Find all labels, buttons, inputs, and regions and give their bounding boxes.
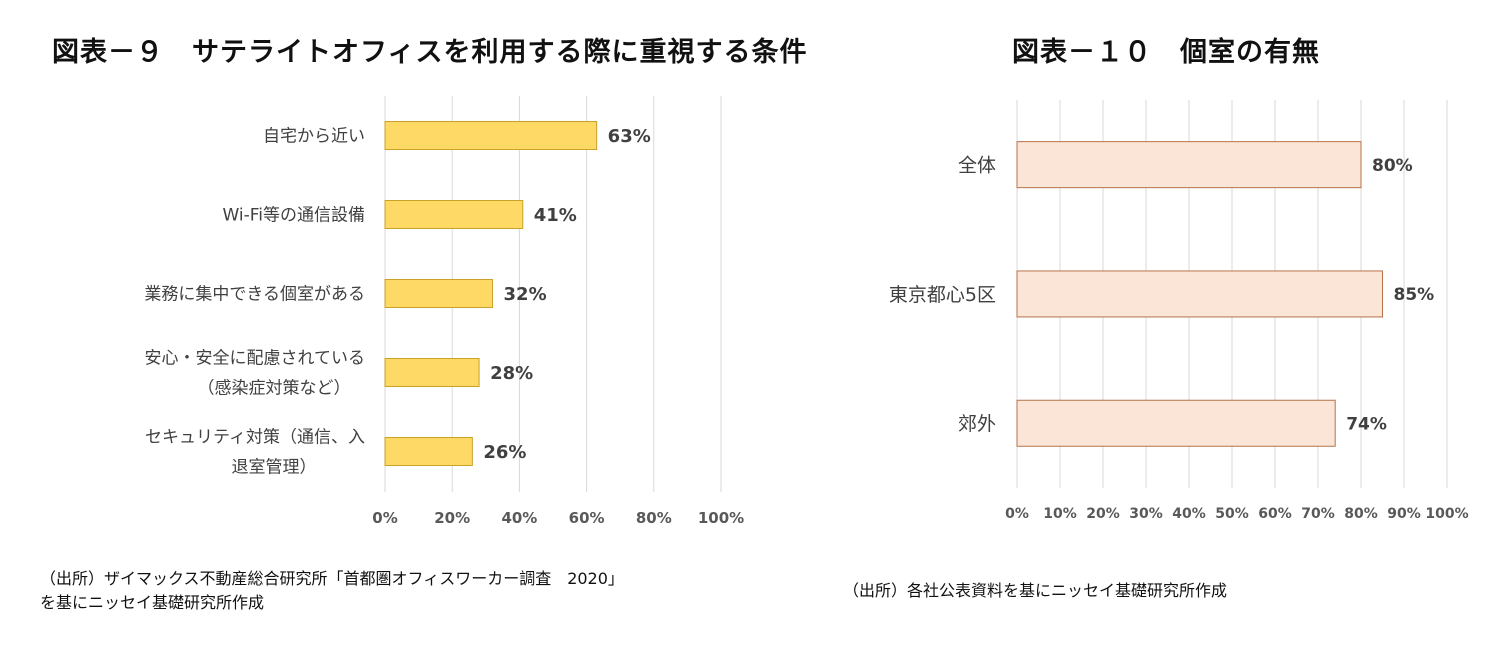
data-label: 32% — [504, 284, 547, 305]
category-label: 退室管理） — [232, 458, 317, 478]
bar — [384, 200, 524, 229]
x-tick-label: 30% — [1129, 506, 1163, 522]
x-tick-label: 80% — [1344, 506, 1378, 522]
chart-title-right: 図表－１０ 個室の有無 — [1012, 37, 1320, 68]
category-label: 自宅から近い — [263, 127, 365, 147]
x-tick-label: 60% — [1258, 506, 1292, 522]
bar — [384, 437, 473, 466]
x-tick-label: 20% — [1086, 506, 1120, 522]
bar — [384, 121, 598, 150]
category-label: 郊外 — [958, 413, 996, 435]
category-label: 安心・安全に配慮されている — [145, 349, 366, 369]
chart-title-left: 図表－９ サテライトオフィスを利用する際に重視する条件 — [52, 37, 808, 68]
x-tick-label: 60% — [569, 509, 605, 527]
category-label: （感染症対策など） — [198, 379, 351, 399]
data-label: 26% — [483, 442, 526, 463]
x-tick-label: 90% — [1387, 506, 1421, 522]
x-tick-label: 80% — [636, 509, 672, 527]
bar — [384, 358, 480, 387]
source-line: （出所）ザイマックス不動産総合研究所「首都圏オフィスワーカー調査 2020」 — [40, 569, 624, 588]
category-label: Wi-Fi等の通信設備 — [222, 206, 365, 226]
category-label: セキュリティ対策（通信、入 — [145, 428, 365, 448]
x-tick-label: 10% — [1043, 506, 1077, 522]
data-label: 80% — [1372, 156, 1413, 176]
x-tick-label: 70% — [1301, 506, 1335, 522]
x-tick-label: 40% — [1172, 506, 1206, 522]
bar — [1016, 399, 1336, 447]
x-tick-label: 50% — [1215, 506, 1249, 522]
data-label: 41% — [534, 205, 577, 226]
data-label: 85% — [1394, 285, 1435, 305]
source-note-right: （出所）各社公表資料を基にニッセイ基礎研究所作成 — [843, 579, 1227, 603]
x-tick-label: 0% — [372, 509, 397, 527]
category-label: 全体 — [958, 154, 996, 176]
x-tick-label: 100% — [1425, 506, 1468, 522]
source-note-left: （出所）ザイマックス不動産総合研究所「首都圏オフィスワーカー調査 2020」 を… — [40, 567, 624, 615]
x-tick-label: 40% — [501, 509, 537, 527]
data-label: 63% — [608, 126, 651, 147]
source-line: を基にニッセイ基礎研究所作成 — [40, 593, 265, 612]
category-label: 東京都心5区 — [889, 284, 996, 306]
x-tick-label: 100% — [698, 509, 744, 527]
data-label: 28% — [490, 363, 533, 384]
bar — [384, 279, 494, 308]
x-tick-label: 20% — [434, 509, 470, 527]
data-label: 74% — [1346, 414, 1387, 434]
bar — [1016, 141, 1362, 189]
bar — [1016, 270, 1383, 318]
category-label: 業務に集中できる個室がある — [144, 285, 365, 305]
source-line: （出所）各社公表資料を基にニッセイ基礎研究所作成 — [843, 581, 1228, 600]
x-tick-label: 0% — [1005, 506, 1029, 522]
